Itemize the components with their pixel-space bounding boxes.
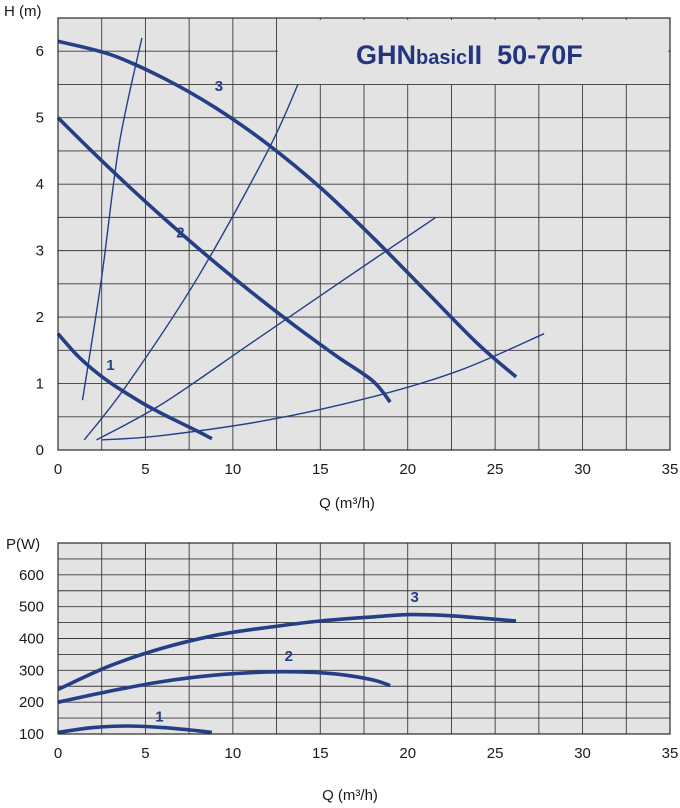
power-x-ticks: 0 5 10 15 20 25 30 35	[54, 745, 679, 762]
head-y-tick-label: 0	[36, 442, 44, 459]
head-curve-label-1: 1	[106, 357, 114, 374]
head-y-tick-label: 4	[36, 176, 44, 193]
head-curve-speed-1	[56, 332, 213, 441]
power-y-tick-label: 600	[19, 567, 44, 584]
system-curve-1	[81, 37, 143, 401]
power-y-tick-label: 200	[19, 694, 44, 711]
power-y-tick-label: 100	[19, 726, 44, 743]
head-curve-speed-3	[57, 39, 518, 379]
power-x-tick-label: 0	[54, 745, 62, 762]
power-y-axis-label: P(W)	[6, 536, 40, 553]
head-plot-frame	[57, 17, 671, 451]
head-x-tick-label: 20	[399, 461, 416, 478]
head-x-axis-label: Q (m³/h)	[319, 495, 375, 512]
power-curve-label-1: 1	[155, 708, 163, 725]
system-curve-3	[96, 216, 437, 441]
head-curve-label-2: 2	[176, 224, 184, 241]
power-y-tick-label: 500	[19, 599, 44, 616]
power-x-tick-label: 15	[312, 745, 329, 762]
head-curve-speed-2	[56, 116, 392, 404]
power-y-tick-label: 400	[19, 631, 44, 648]
head-x-tick-label: 15	[312, 461, 329, 478]
head-x-tick-label: 35	[662, 461, 679, 478]
power-chart: 1 2 3 0 5 10 15 20 25 30 35 100 200 300 400 500 600 P(…	[6, 536, 678, 804]
chart-title-small: basic	[416, 47, 467, 69]
head-y-tick-label: 5	[36, 110, 44, 127]
system-curve-4	[101, 333, 545, 441]
head-x-tick-label: 10	[225, 461, 242, 478]
chart-title-box: GHNbasicII 50-70F	[278, 20, 668, 84]
head-y-tick-label: 2	[36, 309, 44, 326]
head-x-tick-label: 25	[487, 461, 504, 478]
power-x-tick-label: 35	[662, 745, 679, 762]
power-curve-speed-2	[57, 669, 391, 704]
power-x-tick-label: 30	[574, 745, 591, 762]
head-y-tick-label: 6	[36, 43, 44, 60]
head-y-tick-label: 1	[36, 376, 44, 393]
power-curve-label-3: 3	[411, 589, 419, 606]
power-y-ticks: 100 200 300 400 500 600	[19, 567, 44, 743]
head-y-axis-label: H (m)	[4, 3, 42, 20]
head-curve-label-3: 3	[215, 78, 223, 95]
system-curve-2	[83, 80, 300, 441]
head-x-tick-label: 5	[141, 461, 149, 478]
head-x-ticks: 0 5 10 15 20 25 30 35	[54, 461, 679, 478]
power-x-tick-label: 25	[487, 745, 504, 762]
head-series	[56, 39, 518, 441]
chart-title-main: GHN	[356, 40, 416, 70]
head-curve-labels: 1 2 3	[106, 78, 223, 374]
head-y-tick-label: 3	[36, 243, 44, 260]
head-chart: 123 GHNbasicII 50-70F 0 5 10 15 20 25 30 35 012…	[4, 3, 678, 512]
power-curve-label-2: 2	[285, 648, 293, 665]
power-x-axis-label: Q (m³/h)	[322, 787, 378, 804]
power-x-tick-label: 20	[399, 745, 416, 762]
power-y-tick-label: 300	[19, 662, 44, 679]
power-curve-labels: 1 2 3	[155, 589, 419, 725]
power-curve-speed-3	[57, 612, 517, 692]
power-x-tick-label: 5	[141, 745, 149, 762]
system-curves	[81, 37, 545, 441]
power-grid	[58, 543, 670, 734]
head-y-ticks: 0 1 2 3 4 5 6	[36, 43, 44, 459]
chart-title: GHNbasicII 50-70F	[356, 40, 583, 70]
chart-title-tail: II 50-70F	[467, 40, 583, 70]
power-x-tick-label: 10	[225, 745, 242, 762]
head-x-tick-label: 0	[54, 461, 62, 478]
power-series	[57, 612, 517, 735]
power-plot-frame	[57, 542, 671, 735]
head-x-tick-label: 30	[574, 461, 591, 478]
power-curve-speed-1	[57, 724, 213, 735]
